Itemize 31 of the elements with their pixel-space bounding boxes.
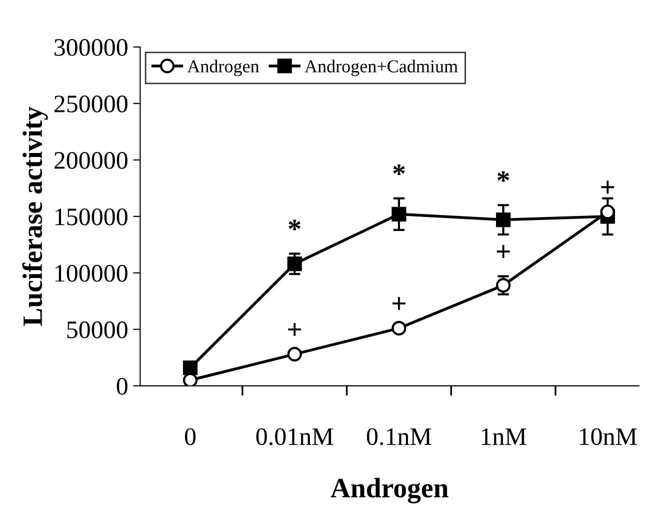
annotation: *	[393, 164, 405, 175]
point	[600, 204, 615, 220]
y-tick-label: 200000	[54, 152, 128, 169]
x-tick-label: 0	[184, 428, 196, 446]
annotation: +	[392, 296, 406, 310]
annotation: *	[498, 171, 510, 182]
x-tick-label: 0.1nM	[366, 428, 432, 446]
y-tick-label: 300000	[54, 39, 128, 56]
point	[287, 346, 302, 362]
annotation: +	[288, 322, 302, 336]
point	[287, 256, 302, 272]
y-tick-label: 0	[116, 378, 128, 395]
legend-label: Androgen+Cadmium	[304, 60, 458, 76]
point	[182, 360, 198, 376]
x-tick-label: 0.01nM	[256, 428, 334, 446]
y-axis-title: Luciferase activity	[22, 106, 48, 326]
y-tick-label: 50000	[67, 321, 128, 338]
point	[496, 212, 511, 228]
point	[392, 320, 406, 336]
x-axis-title: Androgen	[330, 478, 448, 504]
y-tick-label: 150000	[56, 208, 128, 226]
annotation: +	[496, 245, 510, 258]
y-tick-label: 100000	[56, 264, 128, 282]
annotation: *	[288, 220, 300, 230]
point	[496, 278, 511, 293]
point	[392, 206, 406, 222]
x-tick-label: 10nM	[580, 428, 637, 446]
x-tick-label: 1nM	[482, 428, 526, 445]
y-tick-label: 250000	[54, 96, 128, 112]
legend-label: Androgen	[187, 60, 260, 76]
annotation: +	[601, 180, 614, 194]
